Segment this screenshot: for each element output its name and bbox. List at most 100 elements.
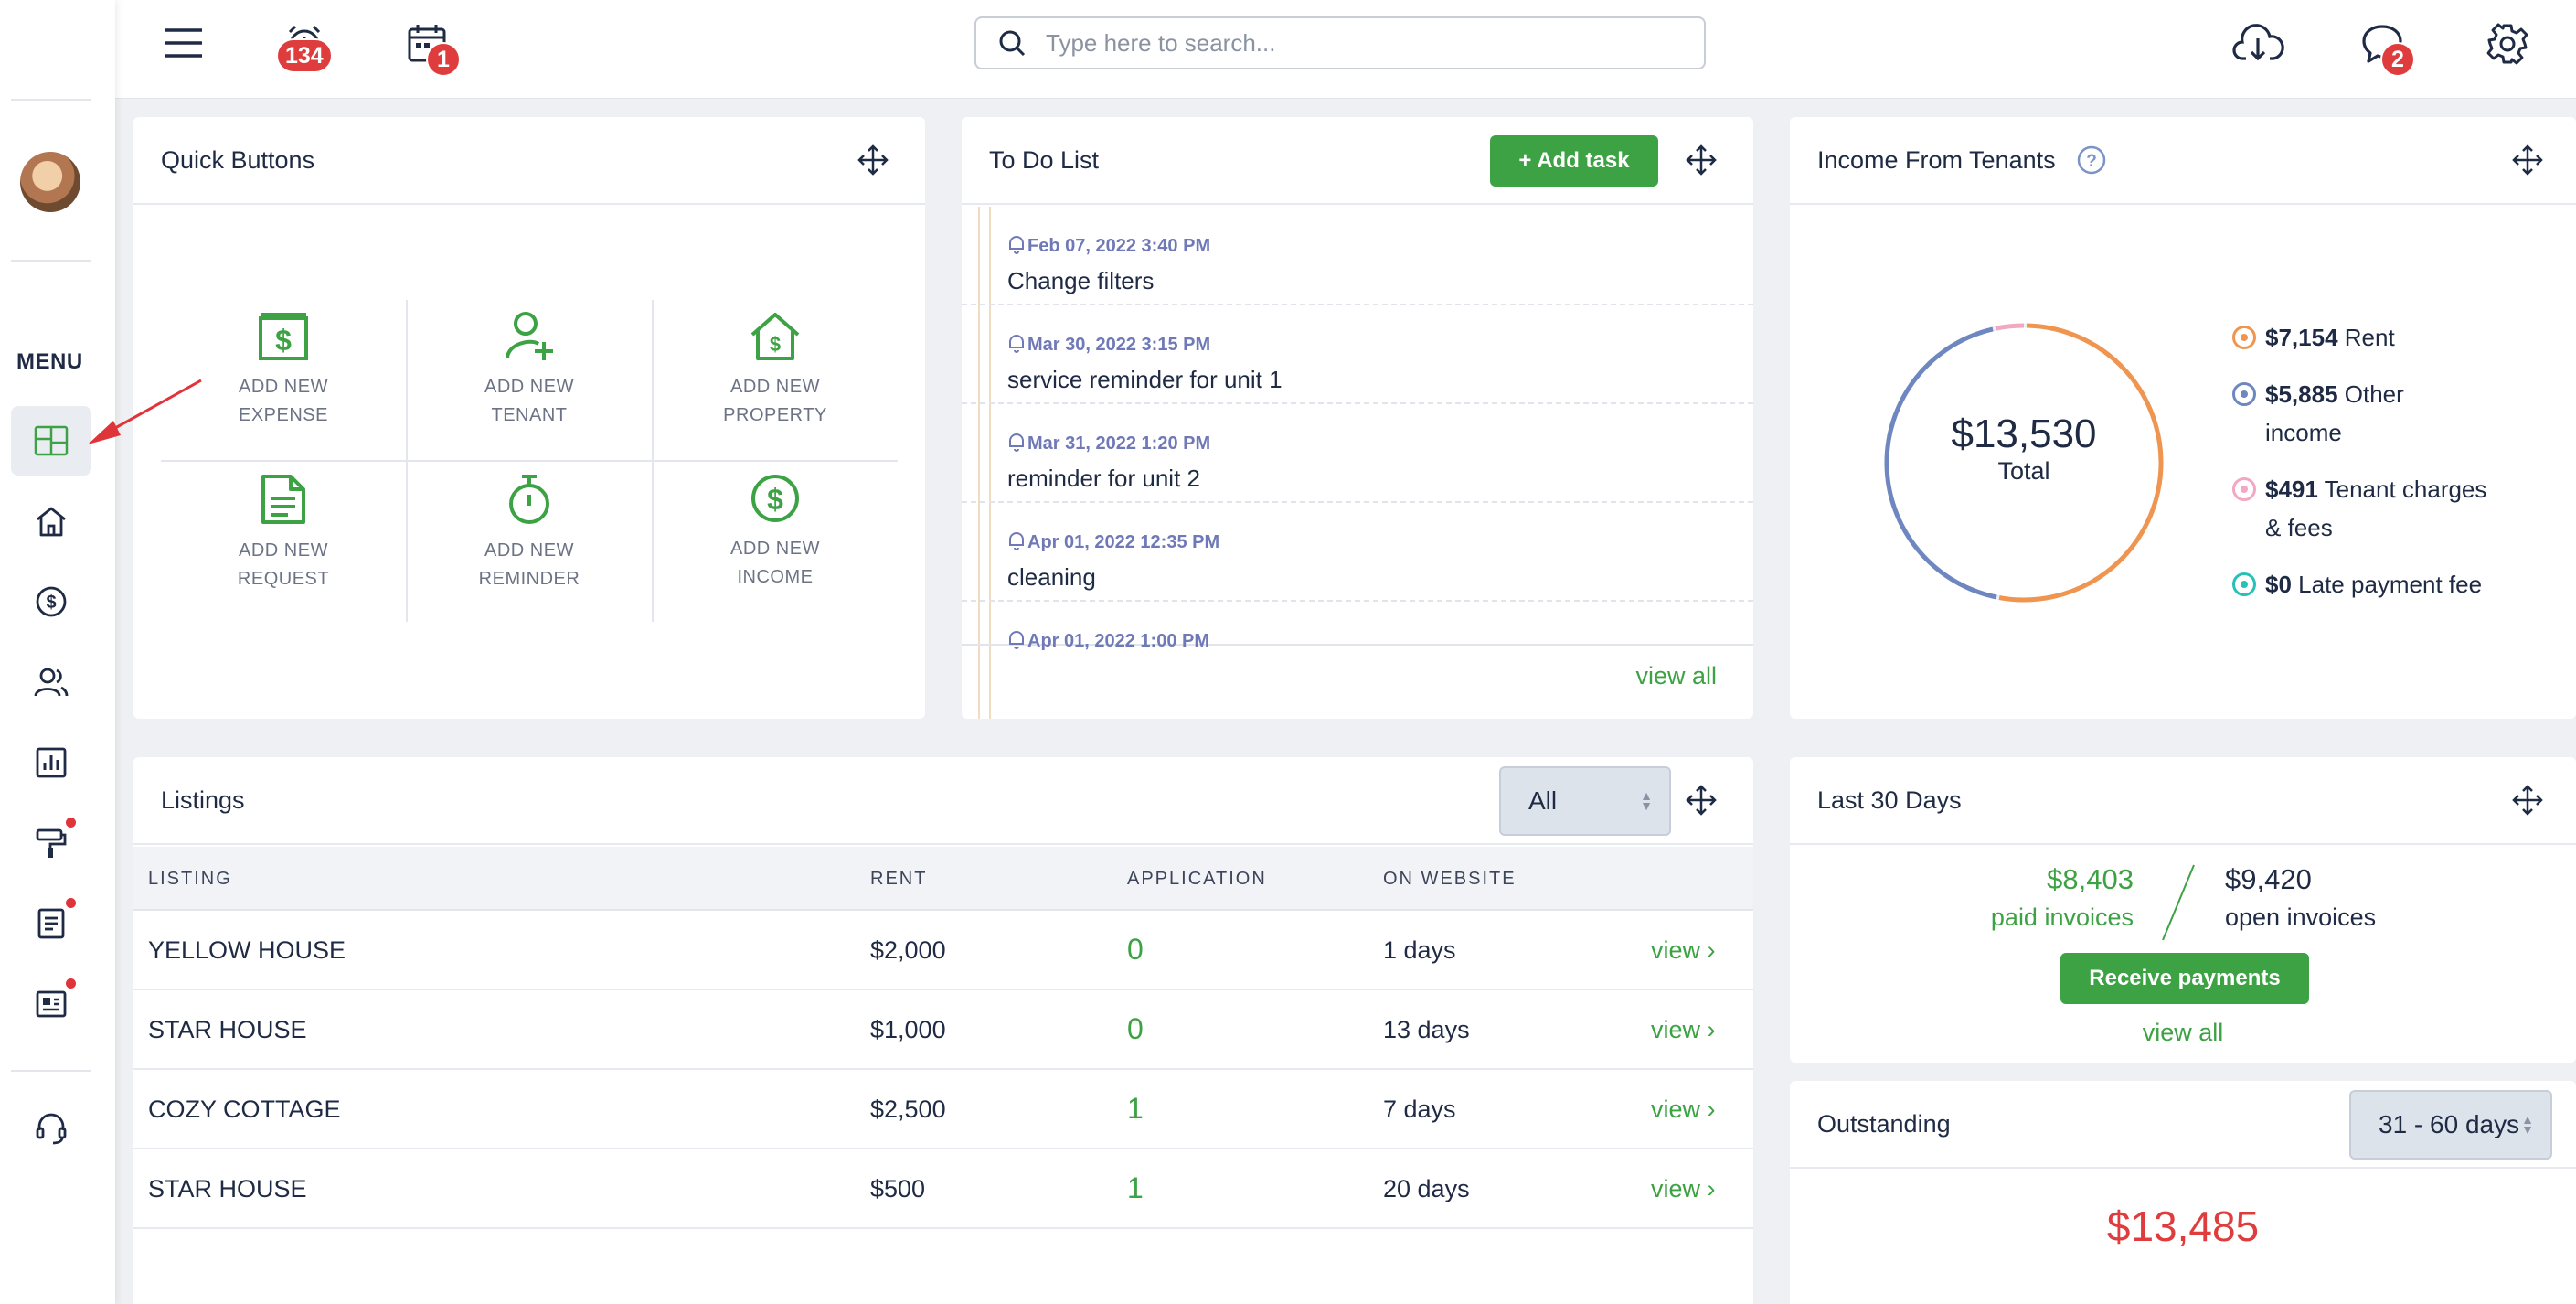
view-link[interactable]: view › [1651, 1175, 1716, 1203]
todo-item[interactable]: Apr 01, 2022 1:00 PM [962, 602, 1753, 651]
qb-line2: REQUEST [237, 569, 330, 589]
sidebar-item-tenants[interactable] [11, 647, 91, 717]
last-30-days-card: Last 30 Days $8,403 paid invoices $9,420… [1790, 757, 2576, 1063]
svg-text:$: $ [46, 593, 56, 613]
calendar-button[interactable]: 1 [402, 18, 461, 77]
qb-line2: PROPERTY [723, 405, 827, 425]
notification-dot [66, 898, 76, 908]
listing-applications[interactable]: 0 [1127, 1012, 1144, 1045]
chat-bubble-icon [2362, 25, 2402, 63]
column-header-application[interactable]: APPLICATION [1127, 869, 1267, 889]
listing-on-website: 13 days [1383, 1016, 1470, 1043]
todo-item[interactable]: Apr 01, 2022 12:35 PM cleaning [962, 503, 1753, 602]
add-income-button[interactable]: $ ADD NEW INCOME [653, 462, 898, 623]
view-link[interactable]: view › [1651, 936, 1716, 965]
outstanding-card: Outstanding 31 - 60 days ▲ ▼ $13,485 [1790, 1081, 2576, 1304]
sidebar-item-reports[interactable] [11, 728, 91, 797]
legend-amount: $491 [2265, 476, 2318, 503]
last30-view-all-link[interactable]: view all [2142, 1019, 2224, 1046]
view-link[interactable]: view › [1651, 1096, 1716, 1124]
legend-label-2: & fees [2265, 514, 2333, 541]
outstanding-range-select[interactable]: 31 - 60 days ▲ ▼ [2349, 1090, 2552, 1160]
reminders-badge: 134 [276, 38, 333, 73]
view-label: view [1651, 936, 1701, 964]
bell-icon [1009, 236, 1024, 254]
listing-applications[interactable]: 0 [1127, 933, 1144, 966]
legend-amount: $7,154 [2265, 324, 2338, 351]
stopwatch-icon [509, 475, 549, 524]
table-row: STAR HOUSE $500 1 20 days view › [133, 1149, 1753, 1229]
view-link[interactable]: view › [1651, 1016, 1716, 1044]
select-caret-icon: ▲ ▼ [1640, 788, 1653, 813]
hamburger-menu-button[interactable] [161, 20, 207, 66]
gear-icon [2486, 23, 2528, 65]
settings-button[interactable] [2483, 20, 2532, 68]
search-box[interactable] [974, 16, 1706, 69]
todo-item[interactable]: Feb 07, 2022 3:40 PM Change filters [962, 207, 1753, 305]
add-reminder-button[interactable]: ADD NEW REMINDER [407, 462, 652, 623]
legend-item-tenant-charges: $491 Tenant charges & fees [2232, 470, 2486, 547]
move-icon[interactable] [1686, 144, 1717, 176]
card-header: Quick Buttons [133, 117, 925, 205]
todo-date: Apr 01, 2022 1:00 PM [1027, 631, 1209, 651]
legend-label-2: income [2265, 419, 2342, 446]
add-property-button[interactable]: $ ADD NEW PROPERTY [653, 300, 898, 461]
listing-name: YELLOW HOUSE [148, 936, 346, 964]
todo-date: Feb 07, 2022 3:40 PM [1027, 236, 1211, 256]
sidebar-item-listings[interactable] [11, 969, 91, 1039]
users-icon [34, 668, 69, 697]
search-input[interactable] [1044, 27, 1666, 59]
sidebar-item-properties[interactable] [11, 486, 91, 556]
move-icon[interactable] [1686, 785, 1717, 816]
receive-payments-button[interactable]: Receive payments [2060, 953, 2309, 1004]
headset-icon [36, 1113, 67, 1145]
card-title: Listings [161, 786, 245, 814]
timeline-rail [978, 207, 980, 719]
column-header-on-website[interactable]: ON WEBSITE [1383, 869, 1517, 889]
legend-marker [2232, 382, 2256, 406]
reminders-button[interactable]: 134 [276, 18, 333, 73]
add-task-button[interactable]: + Add task [1490, 135, 1658, 187]
sidebar-item-documents[interactable] [11, 889, 91, 958]
chevron-right-icon: › [1707, 936, 1716, 964]
move-icon[interactable] [2512, 785, 2543, 816]
listing-applications[interactable]: 1 [1127, 1171, 1144, 1204]
todo-list[interactable]: Feb 07, 2022 3:40 PM Change filters Mar … [962, 207, 1753, 719]
listing-rent: $1,000 [870, 1016, 946, 1043]
todo-text: reminder for unit 2 [1007, 465, 1200, 492]
move-icon[interactable] [2512, 144, 2543, 176]
sidebar-divider [11, 99, 91, 101]
card-title: Last 30 Days [1817, 786, 1962, 814]
sidebar-item-support[interactable] [11, 1094, 91, 1163]
help-icon[interactable]: ? [2076, 144, 2107, 176]
avatar[interactable] [20, 152, 80, 212]
sidebar-item-maintenance[interactable] [11, 808, 91, 878]
todo-view-all-link[interactable]: view all [1635, 662, 1717, 689]
legend-amount: $5,885 [2265, 380, 2338, 408]
add-request-button[interactable]: ADD NEW REQUEST [161, 462, 406, 623]
download-button[interactable] [2230, 18, 2285, 69]
column-header-rent[interactable]: RENT [870, 869, 928, 889]
listing-on-website: 7 days [1383, 1096, 1456, 1123]
add-tenant-button[interactable]: ADD NEW TENANT [407, 300, 652, 461]
listing-applications[interactable]: 1 [1127, 1092, 1144, 1125]
card-header: Listings All ▲ ▼ [133, 757, 1753, 845]
column-header-listing[interactable]: LISTING [148, 869, 232, 889]
expense-dollar-icon: $ [259, 313, 308, 360]
todo-item[interactable]: Mar 31, 2022 1:20 PM reminder for unit 2 [962, 404, 1753, 503]
sidebar-item-dashboard[interactable] [11, 406, 91, 476]
open-invoices: $9,420 open invoices [2225, 863, 2376, 932]
listing-on-website: 1 days [1383, 936, 1456, 964]
view-label: view [1651, 1175, 1701, 1202]
todo-item[interactable]: Mar 30, 2022 3:15 PM service reminder fo… [962, 305, 1753, 404]
sidebar-item-accounting[interactable]: $ [11, 567, 91, 636]
sidebar-divider [11, 260, 91, 262]
move-icon[interactable] [857, 144, 889, 176]
listing-name: STAR HOUSE [148, 1175, 307, 1202]
listing-filter-select[interactable]: All ▲ ▼ [1499, 766, 1671, 836]
legend-label: Other [2344, 380, 2404, 408]
todo-text: cleaning [1007, 563, 1096, 591]
qb-line2: EXPENSE [239, 405, 328, 425]
messages-button[interactable]: 2 [2357, 18, 2415, 77]
add-expense-button[interactable]: $ ADD NEW EXPENSE [161, 300, 406, 461]
